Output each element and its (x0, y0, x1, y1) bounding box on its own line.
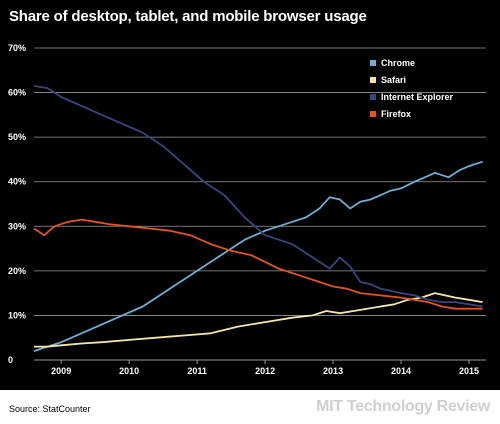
series-line-chrome (33, 160, 483, 352)
x-tick-label: 2011 (187, 366, 207, 376)
legend-label-internet-explorer: Internet Explorer (381, 92, 454, 102)
y-tick-label: 0 (8, 355, 13, 365)
y-tick-label: 40% (8, 177, 26, 187)
legend-label-safari: Safari (381, 75, 406, 85)
x-tick-label: 2012 (255, 366, 275, 376)
y-tick-label: 70% (8, 43, 26, 53)
x-tick-label: 2014 (391, 366, 411, 376)
legend-swatch-internet-explorer (370, 94, 376, 100)
series-line-safari (34, 292, 483, 348)
y-tick-label: 20% (8, 266, 26, 276)
x-tick-label: 2010 (119, 366, 139, 376)
legend-swatch-firefox (370, 111, 376, 117)
source-note: Source: StatCounter (9, 404, 91, 414)
legend-swatch-chrome (370, 60, 376, 66)
y-tick-label: 60% (8, 88, 26, 98)
x-tick-label: 2009 (51, 366, 71, 376)
series-line-firefox (33, 218, 483, 310)
line-chart: 0 10% 20% 30% 40% 50% 60% 70% 2009 2010 2011 2012 20… (8, 43, 486, 376)
x-tick-label: 2015 (459, 366, 479, 376)
x-tick-label: 2013 (323, 366, 343, 376)
legend-label-chrome: Chrome (381, 58, 415, 68)
series-line-internet-explorer (33, 85, 483, 308)
y-tick-label: 10% (8, 310, 26, 320)
y-tick-label: 30% (8, 221, 26, 231)
legend-label-firefox: Firefox (381, 109, 411, 119)
chart-title: Share of desktop, tablet, and mobile bro… (9, 8, 367, 25)
y-tick-label: 50% (8, 132, 26, 142)
legend-swatch-safari (370, 77, 376, 83)
brand-logo: MIT Technology Review (316, 398, 490, 415)
